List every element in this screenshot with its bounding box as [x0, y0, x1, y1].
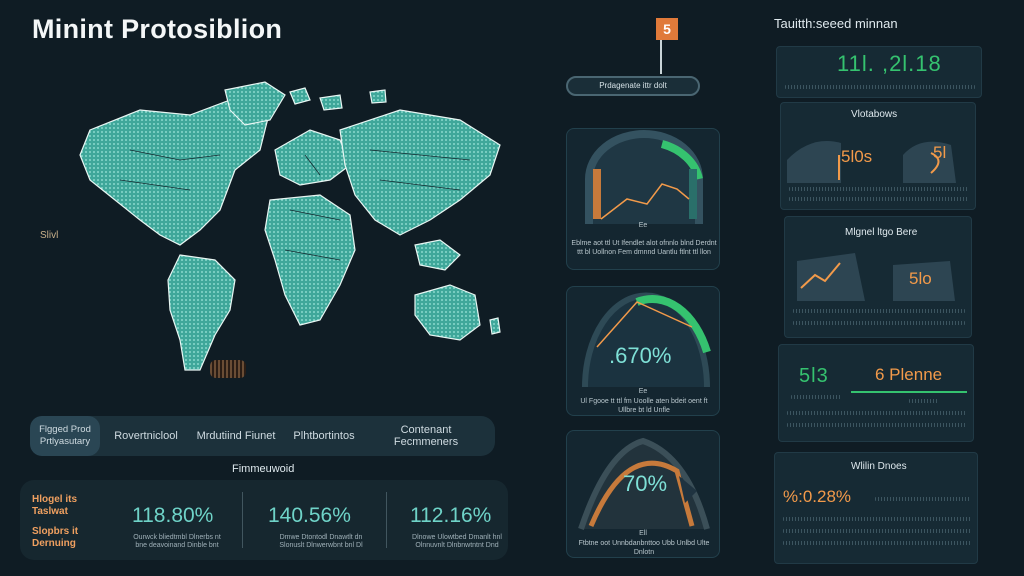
right-card-5-title: Wlilin Dnoes	[851, 461, 907, 472]
continent-greenland	[224, 81, 286, 126]
stat-value-1: 118.80%	[132, 504, 214, 527]
gauge-chart-3	[578, 437, 710, 530]
filler-bar	[783, 529, 971, 533]
filler-bar	[787, 423, 967, 427]
divider	[386, 492, 387, 548]
right-card-2-chart	[787, 141, 956, 183]
continent-europe	[274, 129, 351, 186]
tab-contenant[interactable]: Contenant Fecmmeners	[393, 424, 459, 448]
gauge-1-caption: Eblme aot ttl Ut Ifendlet alot ofnnlo bl…	[571, 240, 717, 256]
map-label-left: Slivl	[40, 230, 59, 241]
gauge-card-2[interactable]: .670% Ee Ul Fgooe tt ttl fm Uoolle aten …	[566, 286, 720, 416]
filler-bar	[789, 187, 969, 191]
right-card-3-chart	[797, 253, 955, 301]
gauge-3-label: Ell	[639, 530, 647, 537]
stats-section-label: Fimmeuwoid	[232, 463, 295, 475]
stat-value-3: 112.16%	[410, 504, 492, 527]
gauge-chart-2	[582, 292, 711, 388]
continent-asia	[339, 109, 501, 236]
filler-bar	[909, 399, 939, 403]
gauge-2-label: Ee	[638, 388, 648, 395]
flag-banner: Prdagenate ittr dolt	[566, 76, 700, 96]
page-title: Minint Protosiblion	[32, 14, 283, 44]
filler-bar	[791, 395, 841, 399]
filter-tabs: Flgged Prod Prtlyasutary Rovertniclool M…	[30, 416, 495, 456]
right-card-2-value-1: 5l0s	[841, 147, 873, 166]
right-card-2-value-2: 5l	[933, 143, 947, 162]
stat-side-bottom: Slopbrs it Dernuing	[32, 526, 79, 549]
gauge-3-caption: Ftbtne oot Unnbdanbnttoo Ubb Unlbd Ulte …	[578, 540, 710, 556]
right-top-value: 11l. ,2l.18	[837, 51, 942, 76]
filler-bar	[787, 411, 967, 415]
right-card-4-right: 6 Plenne	[875, 365, 943, 384]
right-card-2-title: Vlotabows	[851, 109, 898, 120]
tab-flagged[interactable]: Flgged Prod Prtlyasutary	[30, 416, 100, 456]
tab-rovertniclool[interactable]: Rovertniclool	[114, 430, 178, 442]
filler-bar	[875, 497, 971, 501]
flag-icon[interactable]: 5	[656, 18, 678, 40]
right-card-3[interactable]: Mlgnel ltgo Bere 5lo	[784, 216, 972, 338]
gauge-2-caption: Ul Fgooe tt ttl fm Uoolle aten bdeit oen…	[580, 398, 708, 414]
stat-caption-2: Dmwe Dtontodl Dnawtlt dn Slonuslt Dlnwer…	[279, 534, 363, 549]
right-card-3-title: Mlgnel ltgo Bere	[845, 227, 918, 238]
right-top-title: Tauitth:seeed minnan	[774, 16, 898, 31]
world-map-graphic	[79, 81, 501, 371]
right-top-card[interactable]: 11l. ,2l.18	[776, 46, 982, 98]
flag-pole	[660, 40, 662, 74]
gauge-2-value: .670%	[609, 343, 672, 368]
filler-bar	[793, 321, 965, 325]
continent-australia	[414, 284, 481, 341]
underline	[851, 391, 967, 393]
right-card-4[interactable]: 5l3 6 Plenne	[778, 344, 974, 442]
right-card-5[interactable]: Wlilin Dnoes %:0.28%	[774, 452, 978, 564]
world-map[interactable]: Slivl	[20, 70, 520, 390]
continent-se-asia	[414, 239, 461, 271]
right-card-5-value: %:0.28%	[783, 487, 852, 506]
right-card-3-value: 5lo	[909, 269, 932, 288]
filler-bar	[789, 197, 969, 201]
gauge-1-label: Ee	[638, 222, 648, 229]
filler-bar	[793, 309, 965, 313]
gauge-3-value: 70%	[623, 471, 668, 496]
right-card-2[interactable]: Vlotabows 5l0s 5l	[780, 102, 976, 210]
stat-value-2: 140.56%	[268, 504, 351, 527]
tab-plhtbortintos[interactable]: Plhtbortintos	[293, 430, 355, 442]
filler-bar	[783, 517, 971, 521]
tab-mrdutiind[interactable]: Mrdutiind Fiunet	[196, 430, 276, 442]
divider	[242, 492, 243, 548]
stats-card: Hlogel its Taslwat Slopbrs it Dernuing 1…	[20, 480, 508, 560]
gauge-card-1[interactable]: Ee Eblme aot ttl Ut Ifendlet alot ofnnlo…	[566, 128, 720, 270]
filler-bar	[785, 85, 975, 89]
right-card-4-left: 5l3	[799, 365, 829, 387]
stat-caption-1: Ourwck bliedtmbl Dlnerbs nt bne deavoina…	[133, 534, 221, 549]
stat-caption-3: Dlnowe Ulowtbed Dmanlt hnl Olnnuvnlt Dln…	[412, 534, 502, 549]
gauge-chart-1	[585, 130, 703, 224]
gauge-card-3[interactable]: 70% Ell Ftbtne oot Unnbdanbnttoo Ubb Unl…	[566, 430, 720, 558]
map-marker-legend	[210, 360, 246, 378]
continent-north-america	[79, 99, 271, 246]
continent-africa	[264, 194, 356, 326]
continent-south-america	[167, 254, 236, 371]
stat-side-top: Hlogel its Taslwat	[32, 494, 78, 517]
filler-bar	[783, 541, 971, 545]
